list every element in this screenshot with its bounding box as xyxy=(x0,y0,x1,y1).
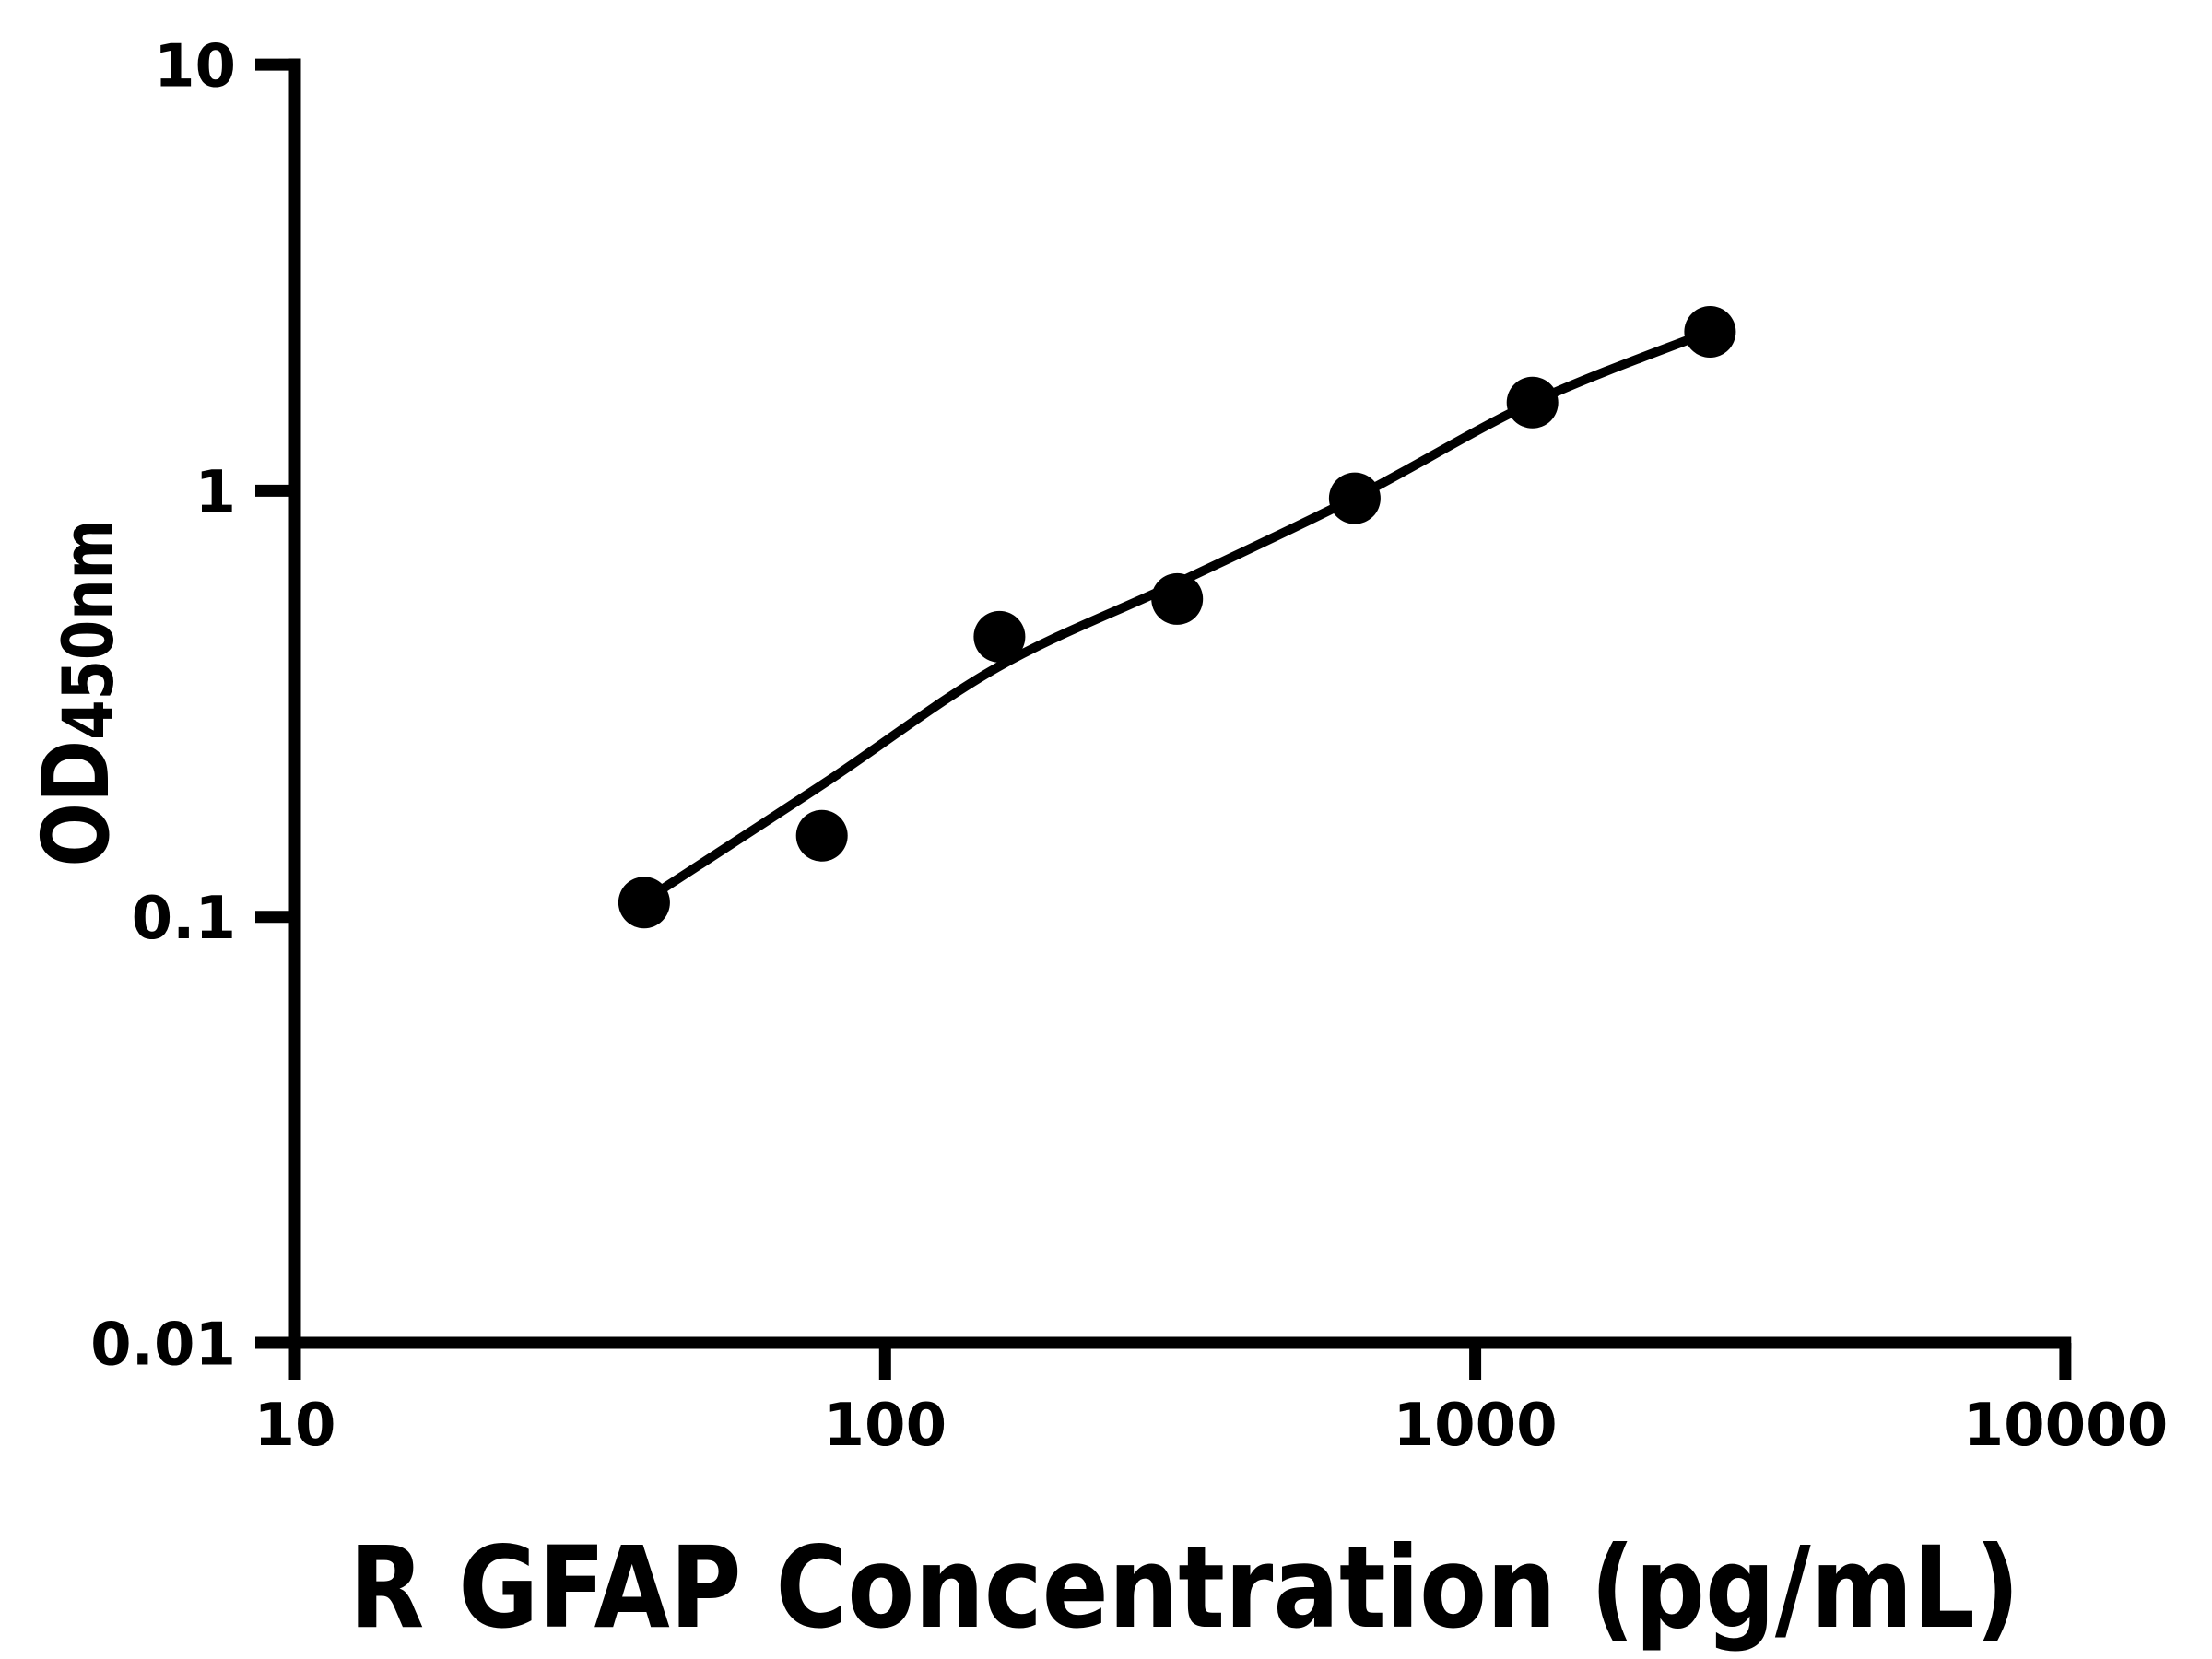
y-tick-label: 0.01 xyxy=(90,1311,236,1379)
y-axis-ticks xyxy=(255,58,295,1349)
y-tick-label: 10 xyxy=(154,33,236,101)
data-point xyxy=(1151,572,1204,625)
data-point xyxy=(973,610,1026,663)
y-axis-tick-labels: 10 1 0.1 0.01 xyxy=(90,33,236,1380)
data-points xyxy=(618,306,1736,929)
data-point xyxy=(1328,472,1381,524)
x-axis-ticks xyxy=(288,1343,2072,1380)
data-point xyxy=(795,809,848,862)
y-axis-title-subscript: 450nm xyxy=(48,519,130,739)
data-point xyxy=(1506,376,1559,429)
y-tick-label: 1 xyxy=(194,459,236,527)
x-axis-tick-labels: 10 100 1000 10000 xyxy=(253,1392,2168,1460)
y-tick-label: 0.1 xyxy=(132,885,236,953)
x-tick-label: 1000 xyxy=(1394,1392,1558,1460)
x-tick-label: 10 xyxy=(253,1392,335,1460)
y-axis-title: OD450nm xyxy=(22,519,130,866)
x-axis-title: R GFAP Concentration (pg/mL) xyxy=(349,1523,2020,1653)
x-tick-label: 10000 xyxy=(1963,1392,2169,1460)
data-point xyxy=(1684,306,1736,358)
y-axis-title-main: OD xyxy=(22,740,130,867)
x-tick-label: 100 xyxy=(824,1392,947,1460)
data-point xyxy=(618,877,670,929)
